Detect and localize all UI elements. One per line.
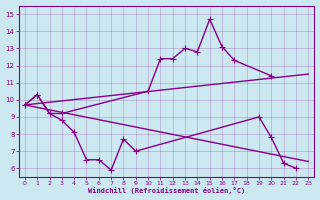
- X-axis label: Windchill (Refroidissement éolien,°C): Windchill (Refroidissement éolien,°C): [88, 187, 245, 194]
